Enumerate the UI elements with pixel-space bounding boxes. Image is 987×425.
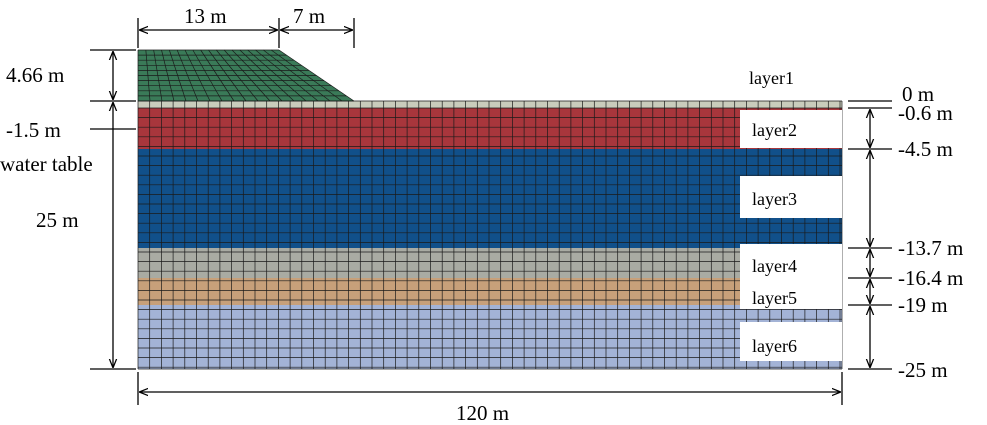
depth-19-label: -19 m xyxy=(898,293,948,317)
mesh-line xyxy=(208,49,247,102)
left-dimensions: 4.66 m -1.5 m water table 25 m xyxy=(0,49,136,370)
mesh-line xyxy=(169,49,187,102)
layer1-label: layer1 xyxy=(749,68,794,88)
mesh-line xyxy=(263,49,331,102)
layer5-label-box xyxy=(740,283,842,309)
right-dimensions: 0 m -0.6 m -4.5 m -13.7 m -16.4 m -19 m … xyxy=(848,82,963,382)
depth-25-label: -25 m xyxy=(898,358,948,382)
layer-label-boxes xyxy=(740,110,842,361)
layer3-label-box xyxy=(740,176,842,218)
top-dimensions: 13 m 7 m xyxy=(137,4,355,48)
mesh-line xyxy=(247,49,307,102)
layer2-label: layer2 xyxy=(752,120,797,140)
mesh-line xyxy=(192,49,223,102)
mesh-line xyxy=(216,49,259,102)
layer4-label-box xyxy=(740,244,842,283)
mesh-line xyxy=(200,49,235,102)
depth-4.5-label: -4.5 m xyxy=(898,137,953,161)
layer6-label-box xyxy=(740,322,842,361)
mesh-line xyxy=(184,49,211,102)
water-table-depth-label: -1.5 m xyxy=(6,118,61,142)
mesh-line xyxy=(270,49,343,102)
mesh-line xyxy=(153,49,163,102)
mesh-line xyxy=(231,49,283,102)
mesh-line xyxy=(239,49,295,102)
layer1-band xyxy=(138,101,842,108)
mesh-line xyxy=(255,49,319,102)
embankment-height-label: 4.66 m xyxy=(6,63,64,87)
top-width-label: 13 m xyxy=(184,4,227,28)
depth-0.6-label: -0.6 m xyxy=(898,101,953,125)
model-width-label: 120 m xyxy=(456,401,509,425)
layer4-label: layer4 xyxy=(752,256,797,276)
mesh-line xyxy=(161,49,175,102)
depth-13.7-label: -13.7 m xyxy=(898,236,963,260)
depth-0-label: 0 m xyxy=(902,82,934,106)
model-depth-label: 25 m xyxy=(36,208,79,232)
slope-width-label: 7 m xyxy=(293,4,325,28)
layer5-label: layer5 xyxy=(752,288,797,308)
bottom-dimension: 120 m xyxy=(137,372,843,425)
layer6-label: layer6 xyxy=(752,336,797,356)
mesh-line xyxy=(278,49,355,102)
layer2-label-box xyxy=(740,110,842,148)
mesh-line xyxy=(223,49,271,102)
depth-16.4-label: -16.4 m xyxy=(898,266,963,290)
mesh-line xyxy=(176,49,199,102)
water-table-label: water table xyxy=(0,152,93,176)
layer3-label: layer3 xyxy=(752,189,797,209)
mesh-line xyxy=(145,49,151,102)
